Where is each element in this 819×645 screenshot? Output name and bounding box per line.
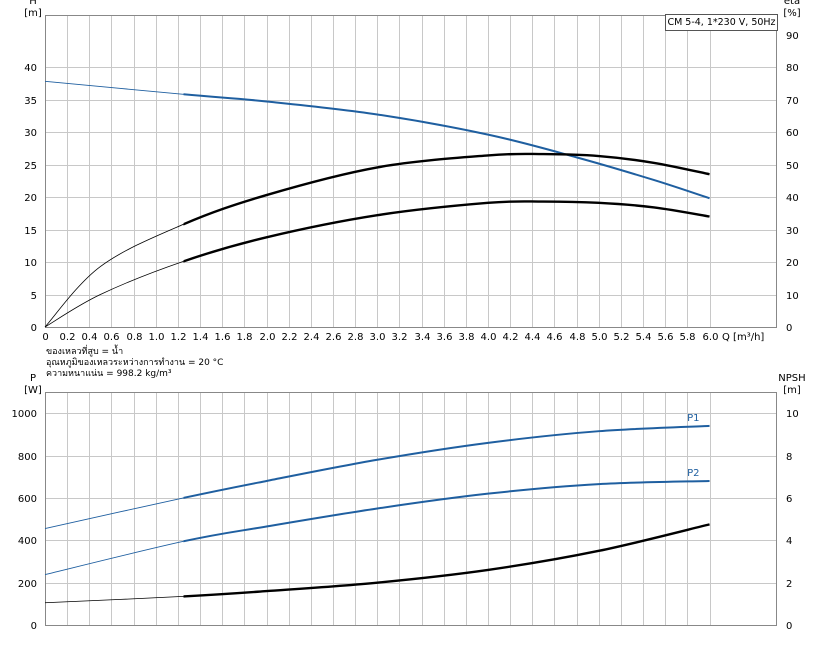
panel1-y-right-tick-label: 80 xyxy=(786,63,799,74)
panel1-x-tick-label: 2.8 xyxy=(348,332,364,343)
panel2-y-left-label: P xyxy=(30,373,36,384)
panel1-y-left-tick-label: 30 xyxy=(24,128,37,139)
panel1-x-tick-label: 5.0 xyxy=(592,332,608,343)
panel1-y-right-tick-label: 60 xyxy=(786,128,799,139)
panel1-x-tick-label: 1.8 xyxy=(237,332,253,343)
note-pumped-liquid: ของเหลวที่สูบ = น้ำ xyxy=(46,347,124,357)
panel2-frame xyxy=(45,392,777,626)
panel2-y-left-tick-label: 800 xyxy=(18,452,37,463)
panel1-x-tick-label: 0.2 xyxy=(60,332,76,343)
panel1-series-3-start xyxy=(44,260,184,328)
panel1-x-tick-label: 3.4 xyxy=(415,332,431,343)
panel1-x-tick-label: 2.6 xyxy=(326,332,342,343)
panel2-series-p2-start xyxy=(44,540,184,576)
panel1-x-tick-label: 4.2 xyxy=(503,332,519,343)
panel1-frame xyxy=(45,15,777,328)
panel1-y-right-tick-label: 50 xyxy=(786,161,799,172)
panel1-x-tick-label: 0 xyxy=(42,332,48,343)
panel1-y-right-label: eta xyxy=(784,0,800,7)
pump-model-label: CM 5-4, 1*230 V, 50Hz xyxy=(665,14,778,31)
panel2-y-right-tick-label: 2 xyxy=(786,579,792,590)
panel2-series-p1-start xyxy=(44,497,184,530)
panel1-y-left-tick-label: 15 xyxy=(24,226,37,237)
panel1-x-tick-label: 2.0 xyxy=(260,332,276,343)
panel2-y-right-tick-label: 10 xyxy=(786,409,799,420)
panel1-series-3 xyxy=(183,200,710,263)
panel2-y-left-tick-label: 0 xyxy=(31,621,37,632)
panel2-y-right-tick-label: 6 xyxy=(786,494,792,505)
panel1-y-left-label: H xyxy=(29,0,37,7)
panel1-x-tick-label: 4.8 xyxy=(570,332,586,343)
panel1-x-tick-label: 3.2 xyxy=(392,332,408,343)
panel1-x-tick-label: 2.4 xyxy=(304,332,320,343)
panel1-y-right-tick-label: 40 xyxy=(786,193,799,204)
panel2-y-left-unit: [W] xyxy=(24,385,42,396)
panel1-x-tick-label: 2.2 xyxy=(282,332,298,343)
panel1-y-left-tick-label: 35 xyxy=(24,96,37,107)
panel1-x-axis-label: Q [m³/h] xyxy=(722,332,764,343)
panel1-x-tick-label: 1.6 xyxy=(215,332,231,343)
panel1-x-tick-label: 0.4 xyxy=(82,332,98,343)
panel2-y-right-tick-label: 8 xyxy=(786,452,792,463)
panel2-y-left-tick-label: 200 xyxy=(18,579,37,590)
panel1-y-right-unit: [%] xyxy=(783,8,800,19)
panel1-x-tick-label: 1.4 xyxy=(193,332,209,343)
panel1-y-left-unit: [m] xyxy=(24,8,42,19)
note-density: ความหนาแน่น = 998.2 kg/m³ xyxy=(46,369,172,379)
note-liquid-temperature: อุณหภูมิของเหลวระหว่างการทำงาน = 20 °C xyxy=(46,358,224,368)
panel1-x-tick-label: 0.6 xyxy=(104,332,120,343)
panel2-y-right-label: NPSH xyxy=(778,373,805,384)
panel1-x-tick-label: 5.8 xyxy=(680,332,696,343)
panel2-series-p2-label: P2 xyxy=(687,468,699,479)
panel1-x-tick-label: 5.2 xyxy=(614,332,630,343)
panel2-y-left-tick-label: 600 xyxy=(18,494,37,505)
panel1-x-tick-label: 4.4 xyxy=(525,332,541,343)
panel2-series-3-start xyxy=(44,595,184,604)
panel1-x-tick-label: 4.0 xyxy=(481,332,497,343)
panel1-y-left-tick-label: 25 xyxy=(24,161,37,172)
panel1-x-tick-label: 3.8 xyxy=(459,332,475,343)
panel1-y-right-tick-label: 10 xyxy=(786,291,799,302)
panel1-y-left-tick-label: 20 xyxy=(24,193,37,204)
panel2-series-p1-label: P1 xyxy=(687,413,699,424)
panel2-series-p2 xyxy=(183,479,710,543)
panel1-x-tick-label: 5.6 xyxy=(658,332,674,343)
panel2-y-left-tick-label: 1000 xyxy=(12,409,37,420)
panel1-x-tick-label: 1.2 xyxy=(171,332,187,343)
panel1-x-tick-label: 3.6 xyxy=(437,332,453,343)
panel2-y-right-unit: [m] xyxy=(783,385,801,396)
panel1-series-1 xyxy=(183,93,710,200)
panel1-y-right-tick-label: 70 xyxy=(786,96,799,107)
panel1-y-left-tick-label: 40 xyxy=(24,63,37,74)
panel1-x-tick-label: 0.8 xyxy=(127,332,143,343)
panel1-y-left-tick-label: 5 xyxy=(31,291,37,302)
panel2-series-3 xyxy=(183,523,710,598)
panel1-x-tick-label: 5.4 xyxy=(636,332,652,343)
panel1-y-left-tick-label: 0 xyxy=(31,323,37,334)
panel1-y-right-tick-label: 0 xyxy=(786,323,792,334)
panel1-y-right-tick-label: 20 xyxy=(786,258,799,269)
panel2-y-right-tick-label: 0 xyxy=(786,621,792,632)
panel2-y-left-tick-label: 400 xyxy=(18,536,37,547)
panel2-y-right-tick-label: 4 xyxy=(786,536,792,547)
panel1-x-tick-label: 3.0 xyxy=(370,332,386,343)
panel1-y-right-tick-label: 30 xyxy=(786,226,799,237)
panel1-x-tick-label: 6.0 xyxy=(703,332,719,343)
panel1-series-2-start xyxy=(44,223,184,328)
panel1-x-tick-label: 4.6 xyxy=(547,332,563,343)
panel2-series-p1 xyxy=(183,424,710,499)
panel1-series-2 xyxy=(183,152,710,226)
panel1-y-right-tick-label: 90 xyxy=(786,31,799,42)
panel1-x-tick-label: 1.0 xyxy=(149,332,165,343)
panel1-y-left-tick-label: 10 xyxy=(24,258,37,269)
